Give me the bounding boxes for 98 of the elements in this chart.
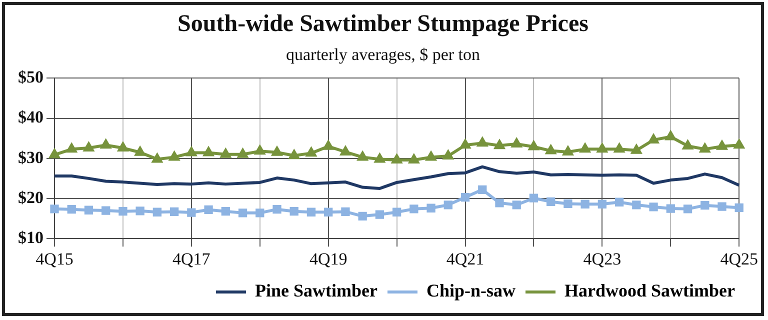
- point: [614, 144, 624, 153]
- point: [84, 206, 94, 214]
- point: [410, 204, 418, 214]
- point: [272, 205, 282, 214]
- point: [426, 204, 436, 212]
- point: [614, 198, 624, 206]
- x-tick-label: 4Q23: [583, 249, 622, 268]
- y-tick-label: $50: [18, 68, 44, 87]
- x-tick-label: 4Q25: [720, 249, 758, 268]
- point: [323, 140, 334, 150]
- point: [580, 200, 590, 208]
- x-tick-label: 4Q21: [446, 249, 484, 268]
- point: [631, 144, 642, 154]
- point: [392, 154, 402, 164]
- point: [546, 197, 556, 206]
- point: [50, 149, 60, 158]
- point: [306, 208, 316, 216]
- chart-subtitle: quarterly averages, $ per ton: [285, 45, 481, 65]
- point: [717, 140, 727, 150]
- point: [135, 146, 146, 156]
- point: [512, 200, 521, 210]
- point: [580, 144, 590, 153]
- point: [460, 192, 470, 202]
- point: [324, 208, 333, 216]
- point: [221, 207, 230, 216]
- point: [512, 138, 522, 148]
- point: [102, 206, 110, 215]
- point: [66, 144, 77, 153]
- point: [152, 154, 162, 163]
- point: [256, 208, 264, 218]
- point: [495, 198, 504, 208]
- point: [358, 152, 368, 161]
- point: [186, 147, 196, 156]
- point: [100, 140, 111, 149]
- point: [666, 204, 675, 213]
- point: [169, 152, 180, 161]
- point: [666, 131, 676, 140]
- point: [443, 150, 454, 160]
- x-tick-label: 4Q19: [309, 249, 348, 268]
- point: [718, 202, 726, 211]
- point: [290, 207, 298, 216]
- point: [649, 202, 658, 212]
- point: [238, 208, 248, 218]
- point: [546, 145, 556, 154]
- point: [562, 146, 573, 156]
- point: [700, 200, 710, 210]
- point: [170, 207, 179, 216]
- point: [734, 203, 744, 212]
- point: [683, 204, 692, 214]
- point: [374, 154, 385, 163]
- x-tick-label: 4Q17: [172, 249, 211, 268]
- point: [67, 205, 76, 214]
- point: [118, 207, 128, 216]
- point: [478, 185, 487, 194]
- legend-label: Chip-n-saw: [426, 280, 516, 301]
- y-tick-label: $30: [18, 148, 44, 167]
- point: [632, 200, 641, 210]
- point: [136, 206, 144, 216]
- legend-label: Pine Sawtimber: [254, 280, 378, 301]
- y-tick-label: $40: [18, 108, 44, 127]
- point: [682, 140, 693, 150]
- point: [238, 148, 248, 158]
- x-tick-label: 4Q15: [36, 249, 74, 268]
- point: [289, 150, 300, 160]
- point: [204, 205, 213, 214]
- point: [392, 208, 402, 216]
- chart-title: South-wide Sawtimber Stumpage Prices: [176, 11, 590, 38]
- point: [306, 148, 316, 157]
- point: [564, 199, 572, 208]
- point: [529, 194, 538, 202]
- point: [494, 140, 504, 150]
- point: [152, 208, 162, 216]
- point: [187, 208, 196, 217]
- y-tick-label: $20: [18, 188, 44, 207]
- point: [254, 146, 265, 155]
- point: [341, 207, 350, 216]
- point: [272, 146, 282, 156]
- point: [408, 154, 419, 164]
- point: [700, 144, 710, 153]
- point: [426, 152, 436, 161]
- point: [204, 147, 214, 156]
- point: [340, 146, 350, 156]
- point: [84, 142, 94, 152]
- point: [220, 148, 231, 158]
- point: [50, 204, 59, 214]
- point: [528, 141, 539, 150]
- point: [358, 212, 367, 220]
- legend-label: Hardwood Sawtimber: [564, 280, 736, 301]
- point: [597, 144, 608, 153]
- point: [460, 140, 470, 149]
- y-tick-label: $10: [18, 228, 44, 247]
- point: [444, 200, 452, 210]
- point: [598, 200, 607, 208]
- point: [734, 140, 744, 149]
- point: [118, 142, 128, 152]
- point: [375, 210, 384, 219]
- point: [648, 134, 658, 144]
- point: [477, 138, 488, 147]
